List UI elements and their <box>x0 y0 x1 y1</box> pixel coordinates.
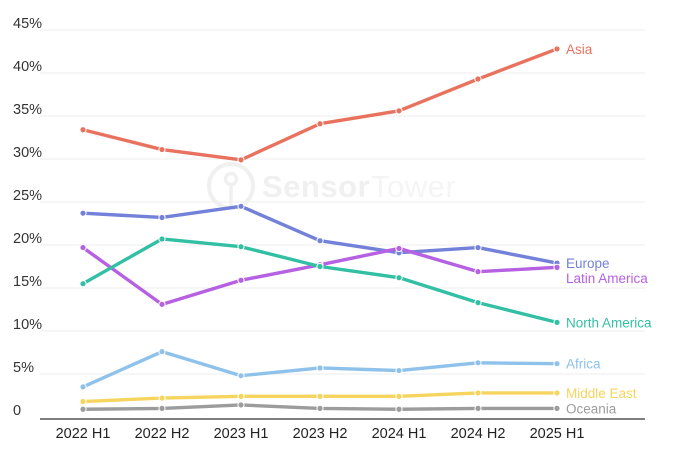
series-line-north-america <box>81 237 559 325</box>
data-point-africa <box>316 364 324 372</box>
series-label-europe: Europe <box>566 256 610 271</box>
data-point-europe <box>474 243 482 252</box>
x-axis-label: 2025 H1 <box>530 426 585 442</box>
data-point-asia <box>395 107 403 115</box>
y-axis-label: 15% <box>13 274 42 290</box>
series-asia <box>79 45 561 164</box>
data-point-middle-east <box>474 389 482 397</box>
series-label-north-america: North America <box>566 315 652 330</box>
data-point-north-america <box>158 235 166 243</box>
y-axis-label: 30% <box>13 145 42 161</box>
series-label-oceania: Oceania <box>566 401 617 416</box>
watermark-text-bold: Sensor <box>262 169 370 204</box>
watermark-text-light: Tower <box>371 169 456 204</box>
data-point-oceania <box>79 405 87 413</box>
data-point-north-america <box>474 299 482 307</box>
data-point-north-america <box>316 262 324 271</box>
data-point-middle-east <box>316 392 324 400</box>
series-line-asia <box>81 47 559 162</box>
data-point-oceania <box>316 404 324 412</box>
data-point-africa <box>79 383 87 391</box>
series-label-middle-east: Middle East <box>566 386 637 401</box>
data-point-oceania <box>395 405 403 413</box>
series-label-africa: Africa <box>566 357 601 372</box>
data-point-middle-east <box>79 397 87 406</box>
data-point-africa <box>158 348 166 356</box>
y-axis-label: 0 <box>13 403 21 419</box>
data-point-north-america <box>79 280 87 288</box>
data-point-africa <box>474 359 482 367</box>
x-axis-label: 2023 H2 <box>293 426 348 442</box>
data-point-latin-america <box>474 268 482 276</box>
data-point-oceania <box>474 404 482 412</box>
data-point-europe <box>79 209 87 217</box>
data-point-middle-east <box>395 392 403 400</box>
data-point-latin-america <box>79 243 87 252</box>
series-europe <box>79 202 561 267</box>
data-point-africa <box>237 372 245 380</box>
series-middle-east <box>79 389 561 406</box>
data-point-latin-america <box>395 244 403 253</box>
data-point-latin-america <box>553 263 561 271</box>
y-axis-label: 35% <box>13 102 42 118</box>
y-axis-label: 5% <box>13 360 34 376</box>
data-point-north-america <box>553 318 561 326</box>
data-point-latin-america <box>237 276 245 284</box>
y-axis-label: 45% <box>13 16 42 32</box>
data-point-asia <box>474 75 482 83</box>
data-point-oceania <box>158 404 166 412</box>
series-africa <box>79 348 561 391</box>
data-point-europe <box>158 213 166 222</box>
data-point-asia <box>316 120 324 128</box>
data-point-europe <box>237 202 245 210</box>
y-axis-label: 10% <box>13 317 42 333</box>
data-point-africa <box>553 360 561 368</box>
y-axis-label: 20% <box>13 231 42 247</box>
x-axis-label: 2022 H1 <box>56 426 111 442</box>
series-latin-america <box>79 243 561 308</box>
data-point-asia <box>237 156 245 164</box>
sensortower-watermark: Sensor Tower <box>207 162 456 210</box>
series-line-europe <box>81 204 559 265</box>
data-point-north-america <box>237 243 245 251</box>
x-axis-label: 2024 H1 <box>372 426 427 442</box>
data-point-middle-east <box>237 392 245 400</box>
y-axis-labels: 45% 40% 35% 30% 25% 20% 15% 10% 5% 0 <box>13 16 42 419</box>
data-point-asia <box>158 145 166 154</box>
data-point-middle-east <box>553 389 561 397</box>
data-point-oceania <box>237 401 245 409</box>
series-label-asia: Asia <box>566 42 593 57</box>
series-oceania <box>79 401 561 413</box>
data-point-oceania <box>553 404 561 412</box>
series-north-america <box>79 235 561 326</box>
data-point-asia <box>553 45 561 53</box>
y-axis-label: 40% <box>13 59 42 75</box>
data-point-north-america <box>395 274 403 282</box>
x-axis-label: 2024 H2 <box>451 426 506 442</box>
x-axis-label: 2022 H2 <box>135 426 190 442</box>
series-line-latin-america <box>81 245 559 307</box>
series-label-latin-america: Latin America <box>566 271 648 286</box>
data-point-europe <box>316 237 324 245</box>
data-point-africa <box>395 366 403 375</box>
sensortower-logo-icon <box>207 162 255 210</box>
y-axis-label: 25% <box>13 188 42 204</box>
x-axis-label: 2023 H1 <box>214 426 269 442</box>
data-point-latin-america <box>158 300 166 308</box>
data-point-asia <box>79 126 87 134</box>
data-point-middle-east <box>158 394 166 402</box>
x-axis-labels: 2022 H1 2022 H2 2023 H1 2023 H2 2024 H1 2024 … <box>56 426 585 442</box>
